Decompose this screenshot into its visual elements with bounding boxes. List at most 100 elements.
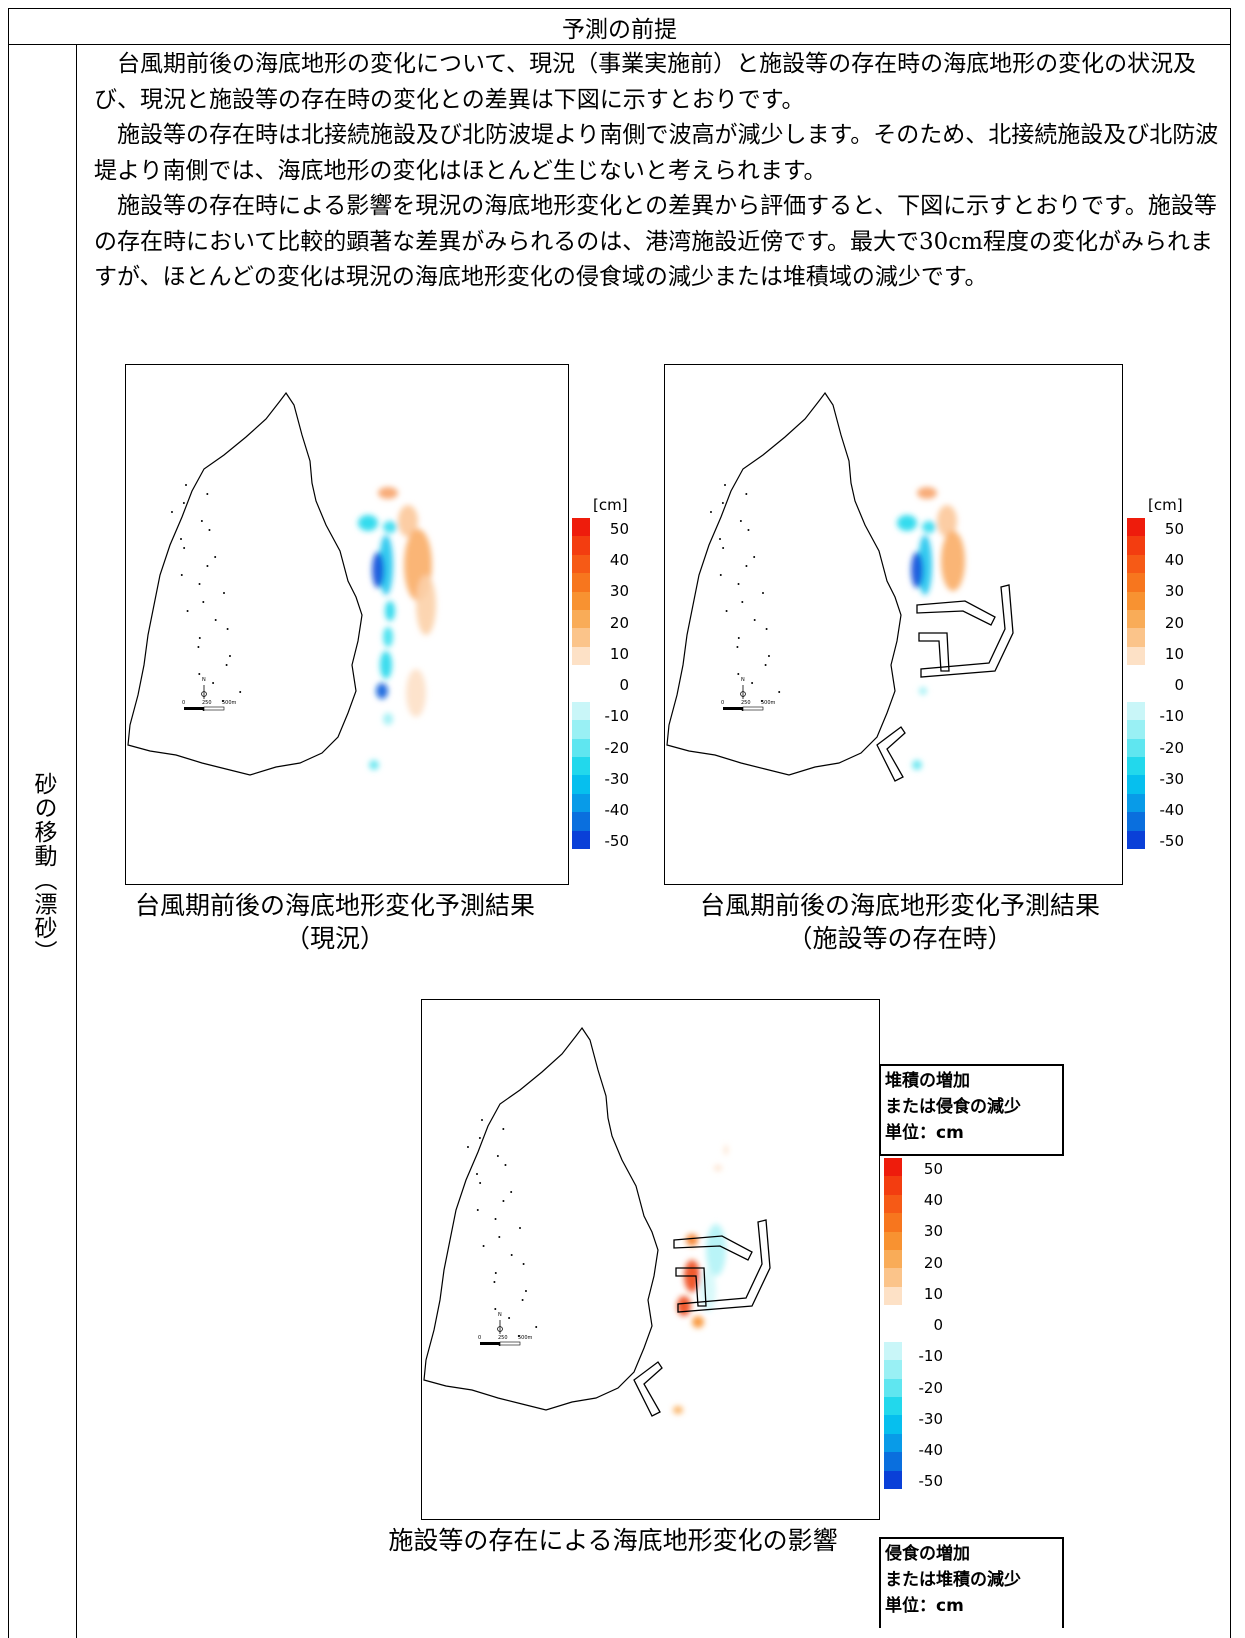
seabed-change-patch: [897, 515, 917, 531]
colorbar-tick-label: 0: [1174, 676, 1184, 695]
map-caption: 台風期前後の海底地形変化予測結果 （施設等の存在時）: [660, 889, 1140, 955]
coastline: [423, 1026, 659, 1411]
seabed-change-patch: [919, 687, 927, 695]
colorbar-segment: [572, 720, 590, 739]
colorbar-tick-label: 30: [1164, 582, 1184, 601]
scale-label: 500m: [518, 1335, 533, 1341]
colorbar-tick-label: 40: [1164, 551, 1184, 570]
seabed-change-patch: [383, 713, 393, 725]
colorbar-segment: [884, 1286, 902, 1306]
islet: [185, 484, 187, 486]
map-caption: 施設等の存在による海底地形変化の影響: [358, 1524, 868, 1557]
seabed-change-patch: [937, 505, 957, 537]
islet: [736, 646, 739, 648]
islet: [709, 511, 712, 513]
colorbar-segment: [572, 812, 590, 831]
north-marker: [201, 691, 207, 697]
islet: [479, 1182, 482, 1184]
north-breakwater: [916, 600, 996, 626]
islet: [494, 1218, 497, 1220]
seabed-change-patch: [416, 575, 436, 635]
colorbar-segment: [884, 1433, 902, 1453]
seabed-change-patch: [380, 651, 392, 679]
seabed-change-patch: [378, 487, 398, 499]
scale-segment: [480, 1342, 500, 1345]
islet: [719, 538, 722, 540]
colorbar-segment: [1127, 591, 1145, 610]
colorbar-segment: [1127, 646, 1145, 666]
islet: [502, 1200, 505, 1202]
islet: [504, 1164, 507, 1166]
islet: [198, 583, 201, 585]
islet: [481, 1119, 483, 1121]
islet: [517, 1335, 520, 1337]
colorbar-segment: [1127, 665, 1145, 684]
colorbar-segment: [1127, 573, 1145, 592]
coastline: [666, 391, 902, 776]
header-title: 予測の前提: [562, 16, 677, 43]
scale-label: 0: [182, 700, 185, 706]
scale-label: 250: [202, 700, 212, 706]
islet: [202, 601, 205, 603]
colorbar-tick-label: -10: [604, 707, 630, 726]
islet: [760, 700, 763, 702]
scale-label: 0: [721, 700, 724, 706]
scale-label: 500m: [222, 700, 237, 706]
colorbar-tick-label: -20: [1159, 738, 1185, 757]
colorbar-segment: [884, 1470, 902, 1490]
colorbar: [884, 1158, 902, 1490]
colorbar-segment: [884, 1158, 902, 1177]
islet: [200, 520, 203, 522]
islet: [226, 628, 229, 630]
seabed-change-patch: [398, 505, 418, 537]
islet: [198, 673, 201, 675]
colorbar-segment: [572, 683, 590, 702]
colorbar-segment: [572, 830, 590, 850]
colorbar-tick-label: -30: [604, 769, 630, 788]
islet: [764, 664, 767, 666]
colorbar-segment: [1127, 757, 1145, 776]
colorbar-tick-label: 40: [923, 1191, 943, 1210]
colorbar-tick-label: 40: [609, 551, 629, 570]
islet: [478, 1137, 481, 1139]
colorbar-tick-label: 30: [923, 1222, 943, 1241]
scale-label: 0: [478, 1335, 481, 1341]
seabed-change-patch: [686, 1234, 698, 1246]
colorbar-segment: [884, 1360, 902, 1379]
islet: [747, 529, 750, 531]
north-breakwater: [673, 1235, 753, 1261]
islet: [183, 547, 186, 549]
colorbar-segment: [572, 609, 590, 629]
islet: [725, 610, 728, 612]
colorbar-tick-label: 50: [609, 520, 629, 538]
colorbar-tick-label: -40: [604, 801, 630, 820]
islet: [719, 574, 722, 576]
north-label: N: [498, 1312, 502, 1318]
seabed-change-pattern: [358, 487, 436, 770]
colorbar-segment: [572, 536, 590, 555]
north-connection-facility: [920, 584, 1014, 678]
islet: [761, 592, 764, 594]
islet: [737, 673, 740, 675]
colorbar-segment: [572, 518, 590, 537]
north-connection-facility: [677, 1219, 771, 1313]
body-text: 台風期前後の海底地形の変化について、現況（事業実施前）と施設等の存在時の海底地形…: [94, 47, 1224, 296]
caption-line: 台風期前後の海底地形変化予測結果: [134, 891, 535, 920]
colorbar-segment: [1127, 628, 1145, 647]
scale-segment: [184, 707, 204, 710]
islet: [502, 1128, 505, 1130]
colorbar-segment: [572, 757, 590, 776]
islet: [239, 691, 242, 693]
islet: [510, 1191, 513, 1193]
colorbar-tick-label: 30: [609, 582, 629, 601]
north-label: N: [202, 677, 206, 683]
document-frame: 予測の前提 砂の移動（漂砂） 台風期前後の海底地形の変化について、現況（事業実施…: [8, 8, 1231, 1638]
side-column: 砂の移動（漂砂）: [9, 45, 77, 1638]
colorbar-segment: [572, 775, 590, 794]
north-marker: [740, 691, 746, 697]
seabed-change-patch: [406, 669, 426, 717]
seabed-change-patch: [369, 760, 379, 770]
colorbar-segment: [572, 793, 590, 813]
caption-line: （施設等の存在時）: [787, 924, 1013, 953]
colorbar-segment: [572, 573, 590, 592]
